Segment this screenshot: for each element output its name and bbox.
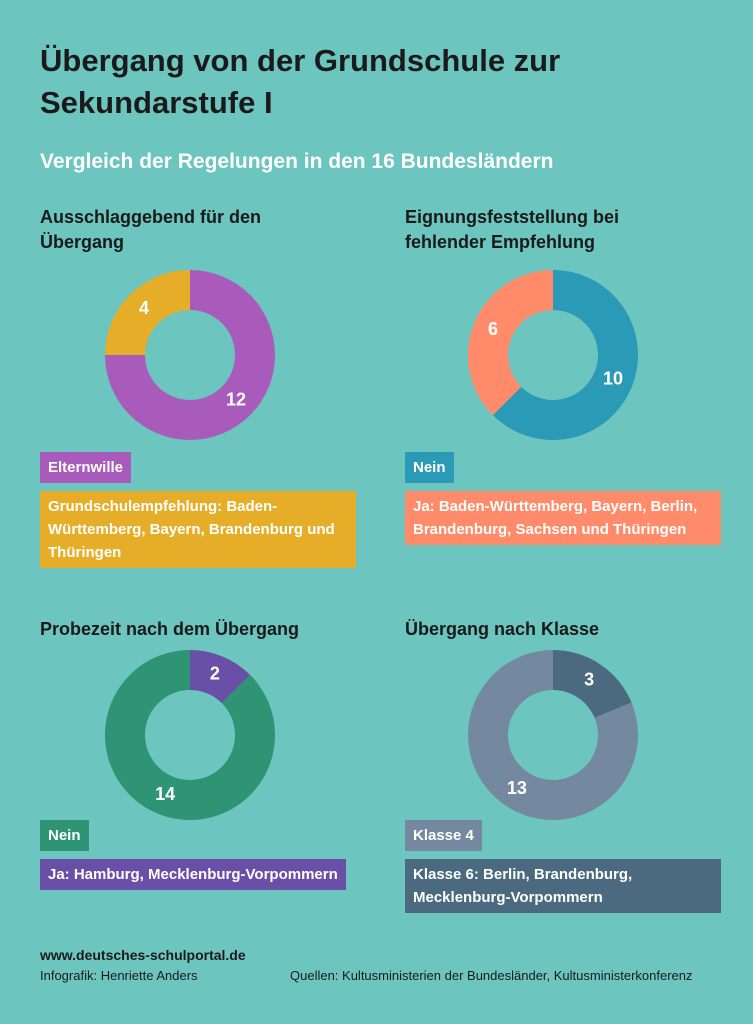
title: Übergang von der Grundschule zur Sekunda… xyxy=(40,43,561,120)
donut-segment xyxy=(190,650,251,704)
data-label: 2 xyxy=(210,664,220,684)
legend-entry: Ja: Baden-Württemberg, Bayern, Berlin, B… xyxy=(405,491,721,545)
data-label: 13 xyxy=(507,778,527,798)
donut-segment xyxy=(105,270,275,440)
data-label: 3 xyxy=(584,670,594,690)
chart-title: Übergang nach Klasse xyxy=(405,619,600,639)
donut-segment xyxy=(468,270,553,416)
data-label: 10 xyxy=(603,369,623,389)
data-label: 6 xyxy=(488,319,498,339)
donut-segment xyxy=(105,270,190,355)
legend-entry: Klasse 4 xyxy=(405,820,482,851)
legend-entry: Nein xyxy=(405,452,454,483)
donut-segment xyxy=(105,650,275,820)
donut-segment xyxy=(468,650,638,820)
legend-entry: Ja: Hamburg, Mecklenburg-Vorpommern xyxy=(40,859,346,890)
data-label: 12 xyxy=(226,390,246,410)
legend-entry: Elternwille xyxy=(40,452,132,483)
data-label: 4 xyxy=(139,298,149,318)
footer-credit: Infografik: Henriette Anders xyxy=(40,968,198,983)
chart-title: Eignungsfeststellung bei fehlender Empfe… xyxy=(405,207,620,252)
donut-segment xyxy=(553,650,632,718)
donut-segment xyxy=(492,270,639,440)
subtitle: Vergleich der Regelungen in den 16 Bunde… xyxy=(40,150,554,173)
data-label: 14 xyxy=(155,784,175,804)
legend-entry: Klasse 6: Berlin, Brandenburg, Mecklenbu… xyxy=(405,859,721,913)
chart-title: Ausschlaggebend für den Übergang xyxy=(40,207,262,252)
chart-title: Probezeit nach dem Übergang xyxy=(40,619,300,639)
footer-sources: Quellen: Kultusministerien der Bundeslän… xyxy=(290,968,693,983)
footer-url: www.deutsches-schulportal.de xyxy=(40,947,246,963)
legend-entry: Nein xyxy=(40,820,89,851)
legend-entry: Grundschulempfehlung: Baden-Württemberg,… xyxy=(40,491,356,568)
